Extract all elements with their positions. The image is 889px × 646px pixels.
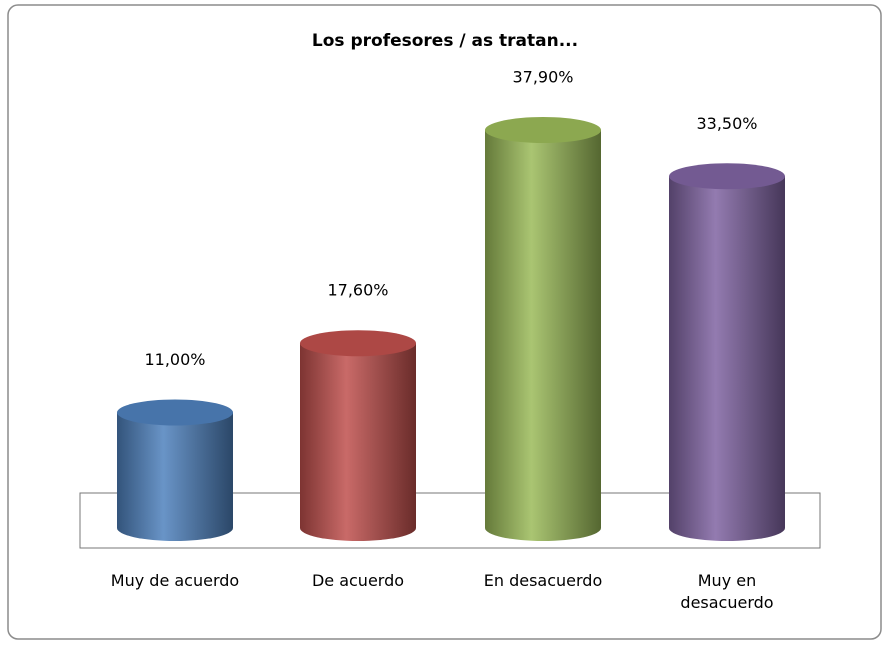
cylinder-top [117, 399, 233, 426]
floor [79, 492, 821, 549]
cylinder [117, 412, 233, 541]
cylinder-top [300, 330, 416, 357]
x-tick-label: En desacuerdo [483, 571, 603, 590]
chart-title: Los profesores / as tratan... [312, 31, 578, 51]
value-label: 17,60% [327, 281, 388, 300]
x-tick-label: Muy en desacuerdo [680, 571, 774, 612]
cylinder-top [669, 163, 785, 190]
cylinder [485, 130, 601, 542]
cylinder-top [485, 117, 601, 144]
value-label: 33,50% [696, 114, 757, 133]
cylinder [669, 176, 785, 541]
x-tick-label: Muy de acuerdo [110, 571, 240, 590]
cylinder [300, 343, 416, 541]
x-tick-label: De acuerdo [311, 571, 405, 590]
value-label: 37,90% [512, 68, 573, 87]
value-label: 11,00% [144, 350, 205, 369]
